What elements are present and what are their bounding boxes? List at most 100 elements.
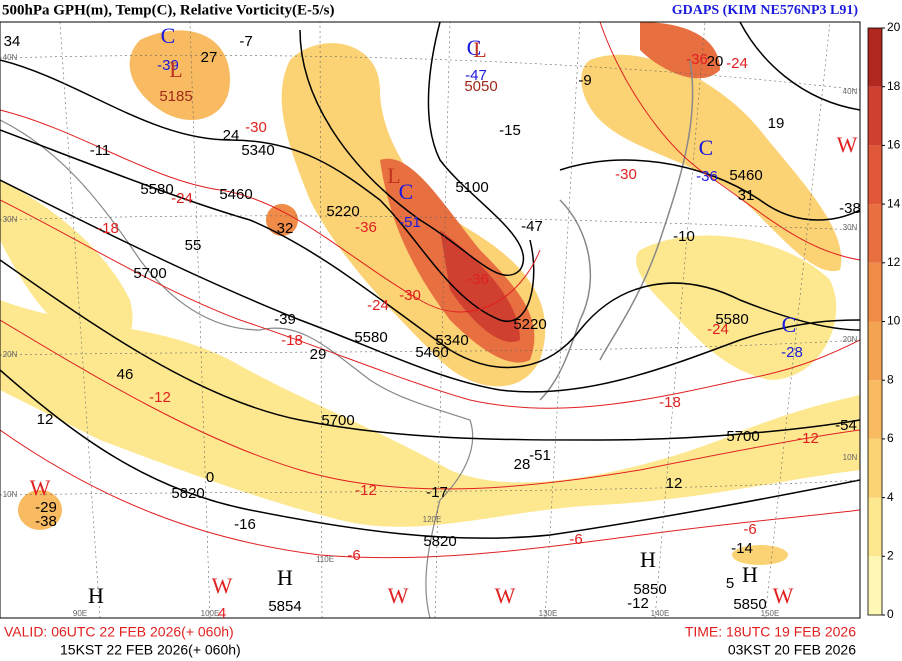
- grid-label: 20N: [3, 350, 18, 359]
- contour-label: -28: [781, 344, 803, 361]
- pressure-center-label: W: [212, 573, 233, 598]
- pressure-center-label: H: [742, 562, 758, 587]
- grid-label: 30N: [843, 223, 858, 232]
- colorbar-tick-label: 8: [887, 372, 894, 386]
- colorbar-tick-label: 10: [887, 314, 901, 328]
- contour-label: -24: [367, 297, 389, 314]
- contour-label: 28: [514, 456, 531, 473]
- colorbar-tick-label: 12: [887, 255, 901, 269]
- coastline: [539, 199, 592, 401]
- contour-label: -30: [245, 119, 267, 136]
- pressure-center-label: W: [837, 132, 858, 157]
- colorbar-tick-label: 16: [887, 138, 901, 152]
- model-name: GDAPS (KIM NE576NP3 L91): [672, 3, 859, 18]
- pressure-center-label: C: [699, 135, 714, 160]
- init-utc: TIME: 18UTC 19 FEB 2026: [685, 624, 856, 640]
- height-contour: [559, 159, 860, 221]
- contour-label: -7: [239, 33, 252, 50]
- contour-label: -15: [499, 122, 521, 139]
- contour-label: -12: [627, 595, 649, 612]
- pressure-center-label: W: [388, 583, 409, 608]
- coastline: [599, 59, 694, 361]
- grid-label: 120E: [423, 515, 442, 524]
- contour-label: -6: [347, 547, 360, 564]
- contour-label: 5580: [354, 329, 387, 346]
- colorbar-swatch: [868, 380, 882, 439]
- contour-label: 5460: [219, 186, 252, 203]
- contour-label: 5: [726, 575, 734, 592]
- colorbar-swatch: [868, 86, 882, 146]
- pressure-center-label: H: [88, 583, 104, 608]
- contour-label: 5340: [435, 332, 468, 349]
- colorbar-swatch: [868, 204, 882, 263]
- contour-label: -47: [465, 67, 487, 84]
- contour-label: -9: [578, 72, 591, 89]
- grid-label: 100E: [201, 609, 220, 618]
- pressure-center-label: L: [473, 37, 486, 62]
- contour-label: 19: [768, 115, 785, 132]
- contour-label: 27: [201, 49, 218, 66]
- pressure-center-label: C: [782, 312, 797, 337]
- contour-label: 5820: [423, 533, 456, 550]
- contour-label: -10: [673, 228, 695, 245]
- temperature-contour: [599, 22, 860, 261]
- contour-label: -24: [726, 55, 748, 72]
- colorbar-swatch: [868, 321, 882, 381]
- temperature-contour: [0, 109, 541, 313]
- contour-label: 5185: [159, 88, 192, 105]
- colorbar-tick-label: 14: [887, 196, 901, 210]
- contour-label: 4: [218, 605, 226, 622]
- init-kst: 03KST 20 FEB 2026: [728, 642, 856, 658]
- vorticity-band: [0, 180, 133, 348]
- pressure-center-label: W: [773, 583, 794, 608]
- colorbar-tick-label: 0: [887, 607, 894, 621]
- height-contour: [0, 179, 860, 393]
- contour-label: 5220: [513, 316, 546, 333]
- vorticity-spot: [266, 204, 298, 236]
- grid-label: 130E: [539, 609, 558, 618]
- contour-label: 29: [310, 346, 327, 363]
- grid-label: 90E: [73, 609, 87, 618]
- temperature-contour: [0, 319, 860, 490]
- colorbar: 0 2 4 6 8 10 12 14 16 18 20: [867, 20, 901, 621]
- vorticity-band: [0, 300, 860, 527]
- vorticity-spot: [18, 490, 62, 530]
- grid-label: 140E: [651, 609, 670, 618]
- contour-label: -24: [707, 321, 729, 338]
- colorbar-swatch: [868, 262, 882, 322]
- map-frame: [0, 21, 861, 619]
- colorbar-tick-label: 4: [887, 490, 894, 504]
- pressure-center-label: H: [277, 565, 293, 590]
- contour-label: 5700: [726, 428, 759, 445]
- contour-label: -36: [696, 168, 718, 185]
- colorbar-swatch: [868, 497, 882, 557]
- height-contour: [0, 369, 860, 539]
- pressure-center-label: L: [387, 163, 400, 188]
- contour-label: -12: [355, 482, 377, 499]
- contour-label: 0: [206, 469, 214, 486]
- contour-label: -18: [281, 332, 303, 349]
- contour-label: 5700: [321, 412, 354, 429]
- grid-label: 40N: [3, 53, 18, 62]
- contour-label: 46: [117, 366, 134, 383]
- contour-label: 5460: [415, 344, 448, 361]
- contour-label: -54: [835, 417, 857, 434]
- valid-utc: VALID: 06UTC 22 FEB 2026(+ 060h): [4, 624, 234, 640]
- contour-label: 55: [185, 237, 202, 254]
- map-field: [0, 22, 860, 618]
- pressure-center-label: W: [495, 583, 516, 608]
- pressure-center-label: L: [169, 57, 182, 82]
- grid-label: 20N: [843, 335, 858, 344]
- temperature-contour: [0, 199, 860, 409]
- contour-label: -14: [731, 540, 753, 557]
- contour-label: -6: [569, 531, 582, 548]
- contour-label: 5100: [455, 179, 488, 196]
- contour-label: 24: [223, 127, 240, 144]
- colorbar-tick-label: 20: [887, 20, 901, 34]
- contour-label: -16: [234, 516, 256, 533]
- height-contour: [299, 22, 525, 277]
- contour-label: 5050: [464, 78, 497, 95]
- contour-label: -47: [521, 218, 543, 235]
